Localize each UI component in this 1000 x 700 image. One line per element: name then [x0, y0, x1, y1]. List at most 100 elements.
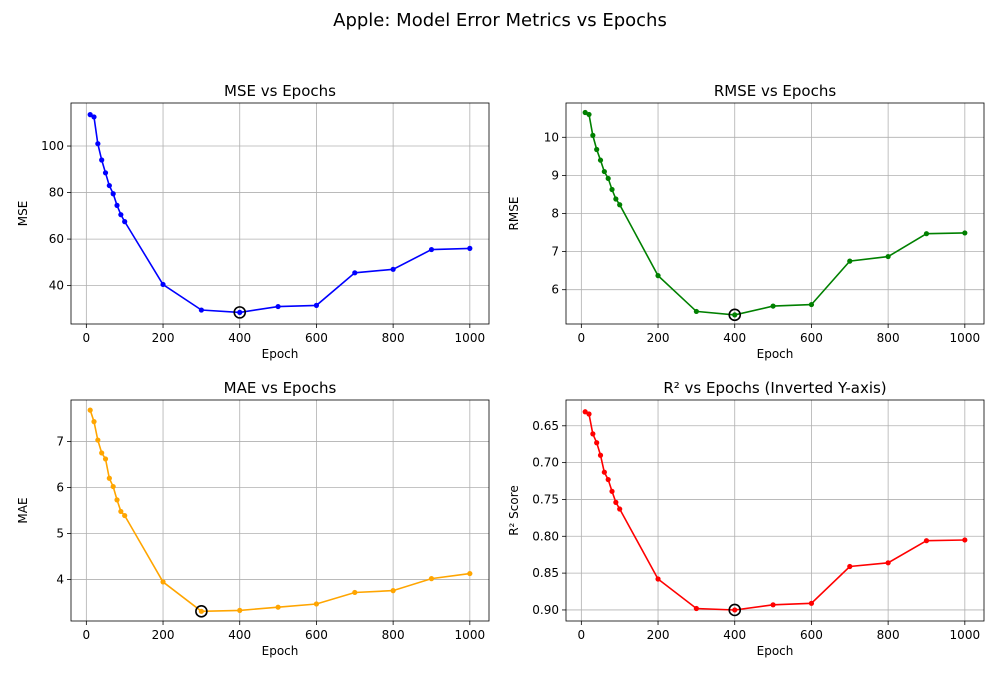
rmse-data-point [885, 253, 891, 260]
mae-data-point [313, 601, 320, 607]
mae-data-point [237, 607, 243, 614]
mae-axes-frame [70, 399, 490, 622]
mse-data-point [118, 212, 124, 218]
mse-plot: 0 200 400 600 800 1000 40 60 80 100 MSE vs Epochs E… [16, 82, 490, 361]
r2-data-point [597, 452, 604, 458]
r2-data-point [605, 476, 611, 483]
mse-data-point [467, 245, 473, 251]
r2-data-point [594, 440, 600, 446]
r2-data-point [609, 488, 615, 494]
mse-y-tick-label: 60 [49, 232, 64, 246]
mae-y-tick-label: 6 [56, 480, 64, 494]
rmse-data-point [693, 308, 699, 315]
mae-data-point [390, 588, 396, 594]
r2-y-tick-label: 0.90 [532, 603, 559, 617]
mae-y-axis-label: MAE [16, 497, 30, 523]
r2-x-tick-label: 800 [877, 628, 900, 642]
mse-data-point [87, 112, 93, 118]
rmse-x-tick-label: 600 [800, 331, 823, 345]
r2-data-point [770, 602, 776, 608]
mae-x-axis-label: Epoch [262, 644, 299, 658]
rmse-data-point [617, 202, 623, 208]
mae-data-point [198, 608, 204, 614]
mse-x-tick-label: 600 [305, 331, 328, 345]
mae-x-tick-label: 400 [228, 628, 251, 642]
rmse-data-point [605, 175, 611, 182]
rmse-best-point-marker [728, 308, 742, 322]
rmse-data-point [770, 303, 776, 309]
mae-best-point-marker [195, 605, 208, 618]
mse-x-tick-label: 1000 [455, 331, 486, 345]
rmse-x-tick-label: 200 [647, 331, 670, 345]
mse-x-tick-label: 200 [152, 331, 175, 345]
mse-data-point [99, 157, 105, 163]
r2-plot: 0 200 400 600 800 1000 0.65 0.70 0.75 0.80 0.85 0.9… [507, 379, 985, 658]
rmse-plot: 0 200 400 600 800 1000 6 7 8 9 10 RMSE vs Epochs Epo… [507, 82, 985, 361]
r2-x-axis-label: Epoch [757, 644, 794, 658]
rmse-data-point [586, 111, 592, 118]
mae-data-point [106, 475, 112, 481]
r2-data-point [808, 600, 815, 606]
rmse-data-point [732, 312, 738, 318]
mse-data-point [122, 219, 128, 225]
mse-data-point [237, 309, 243, 315]
mse-y-tick-label: 80 [49, 186, 64, 200]
mae-data-point [118, 508, 124, 515]
mae-x-tick-label: 1000 [455, 628, 486, 642]
mae-data-point [99, 450, 105, 456]
mae-x-tick-label: 800 [382, 628, 405, 642]
mse-y-axis-label: MSE [16, 201, 30, 227]
r2-data-point [613, 499, 619, 505]
rmse-x-tick-label: 0 [578, 331, 586, 345]
r2-data-point [582, 409, 588, 415]
r2-data-point [655, 576, 661, 582]
rmse-axes-frame [565, 102, 985, 325]
mae-data-point [114, 497, 120, 503]
mae-series-line [89, 409, 470, 613]
rmse-y-tick-label: 7 [551, 245, 559, 259]
rmse-data-point [847, 258, 853, 264]
mae-y-tick-label: 7 [56, 434, 64, 448]
rmse-data-point [597, 157, 604, 163]
mse-x-tick-label: 400 [228, 331, 251, 345]
mae-plot: 0 200 400 600 800 1000 4 5 6 7 MAE vs Epochs Epoch M… [16, 379, 490, 658]
r2-data-point [962, 537, 968, 543]
mae-x-tick-label: 0 [83, 628, 91, 642]
mae-x-tick-label: 600 [305, 628, 328, 642]
rmse-data-point [594, 146, 600, 153]
mse-y-tick-label: 100 [41, 139, 64, 153]
r2-data-point [847, 563, 853, 570]
rmse-data-point [923, 231, 930, 237]
rmse-data-point [808, 301, 815, 308]
mse-data-point [91, 114, 97, 120]
r2-x-tick-label: 0 [578, 628, 586, 642]
r2-y-tick-label: 0.70 [532, 456, 559, 470]
r2-axes-frame [565, 399, 985, 622]
r2-data-point [617, 506, 623, 512]
mae-data-point [95, 437, 101, 443]
r2-y-tick-label: 0.65 [532, 419, 559, 433]
mse-x-axis-label: Epoch [262, 347, 299, 361]
rmse-x-axis-label: Epoch [757, 347, 794, 361]
mae-data-point [160, 579, 166, 585]
r2-y-tick-label: 0.85 [532, 566, 559, 580]
rmse-data-point [655, 273, 661, 279]
r2-x-tick-label: 1000 [950, 628, 981, 642]
mae-data-point [275, 604, 281, 610]
r2-data-point [732, 607, 738, 613]
rmse-x-tick-label: 400 [723, 331, 746, 345]
r2-best-point-marker [728, 603, 742, 617]
rmse-y-tick-label: 8 [551, 207, 559, 221]
mse-best-point-marker [233, 306, 247, 319]
mae-data-point [352, 589, 358, 596]
rmse-y-axis-label: RMSE [507, 197, 521, 231]
r2-y-tick-label: 0.75 [532, 492, 559, 506]
r2-data-point [586, 411, 592, 417]
mae-y-tick-label: 4 [56, 573, 64, 587]
figure-title: Apple: Model Error Metrics vs Epochs [333, 10, 667, 31]
r2-data-point [885, 560, 891, 566]
mse-data-point [102, 170, 109, 176]
rmse-y-tick-label: 9 [551, 168, 559, 182]
